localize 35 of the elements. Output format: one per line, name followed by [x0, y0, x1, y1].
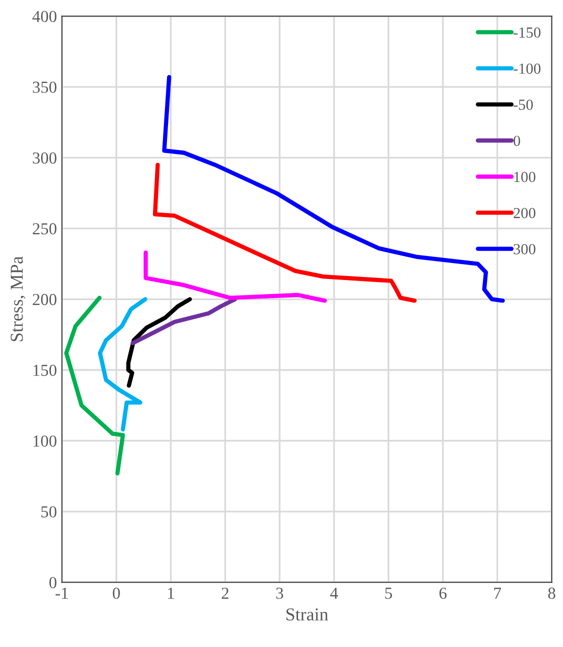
- legend-label: 200: [514, 208, 536, 218]
- x-tick-label: 3: [276, 588, 284, 599]
- y-tick-label: 150: [34, 364, 56, 376]
- y-tick-label: 200: [32, 294, 56, 306]
- line-series: [144, 250, 327, 303]
- y-tick-label: 300: [32, 152, 56, 164]
- legend-label: -150: [514, 27, 540, 38]
- x-tick-label: 5: [385, 588, 392, 599]
- legend-label: 0: [514, 136, 520, 146]
- x-axis-title: Strain: [286, 608, 328, 621]
- x-tick-label: 7: [494, 588, 502, 599]
- legend-label: -50: [514, 100, 533, 110]
- y-tick-label: 350: [32, 82, 56, 93]
- x-tick-label: -1: [56, 588, 68, 599]
- line-series: [64, 296, 125, 476]
- line-series: [162, 74, 505, 303]
- x-tick-label: 2: [222, 588, 228, 599]
- y-tick-label: 0: [49, 577, 56, 588]
- line-series: [130, 297, 238, 346]
- x-tick-label: 4: [330, 588, 338, 599]
- y-tick-label: 100: [34, 435, 56, 447]
- x-tick-label: 1: [168, 588, 174, 599]
- x-tick-label: 0: [112, 588, 120, 599]
- line-series: [98, 297, 148, 432]
- y-axis-title: Stress, MPa: [10, 256, 26, 342]
- y-tick-label: 50: [41, 506, 56, 518]
- legend-label: -100: [514, 64, 540, 74]
- line-series: [152, 162, 417, 303]
- y-tick-label: 250: [32, 223, 56, 234]
- line-series: [126, 297, 192, 388]
- x-tick-label: 8: [548, 588, 556, 599]
- y-tick-label: 400: [32, 10, 56, 22]
- legend-label: 300: [514, 244, 536, 254]
- x-tick-label: 6: [439, 588, 447, 599]
- legend-label: 100: [514, 172, 536, 182]
